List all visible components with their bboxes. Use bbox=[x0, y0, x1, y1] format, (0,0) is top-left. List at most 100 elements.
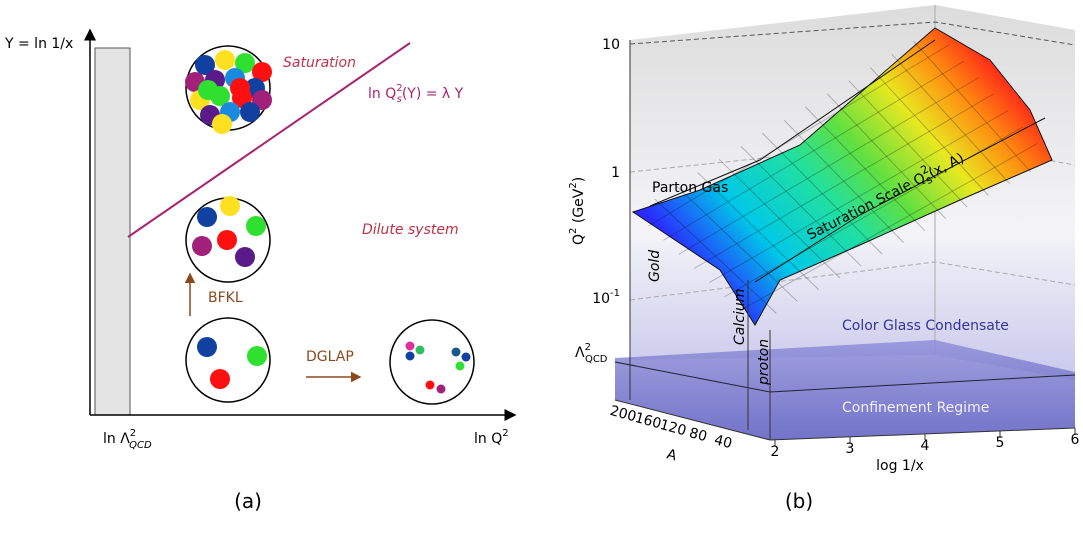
y-axis-label: Q2 (GeV2) bbox=[568, 177, 587, 245]
a-axis-label: A bbox=[665, 446, 679, 464]
x-tick-label: 4 bbox=[921, 438, 930, 454]
parton bbox=[197, 207, 217, 227]
label-main: 10 bbox=[592, 291, 610, 307]
label-sub: s bbox=[924, 173, 935, 187]
mesh-line bbox=[654, 198, 777, 314]
parton bbox=[195, 55, 215, 75]
mesh-line bbox=[740, 145, 862, 267]
mesh-line bbox=[762, 132, 883, 255]
parton bbox=[405, 351, 415, 361]
mesh-line bbox=[697, 172, 819, 291]
mesh-line bbox=[783, 119, 904, 243]
x-tick-label: 2 bbox=[771, 444, 780, 460]
parton bbox=[220, 196, 240, 216]
parton bbox=[217, 230, 237, 250]
confinement-region bbox=[615, 340, 1075, 440]
dglap-label: DGLAP bbox=[306, 349, 354, 365]
parton bbox=[461, 352, 471, 362]
hadron bbox=[389, 319, 475, 405]
parton bbox=[210, 369, 230, 389]
label-sup: 2 bbox=[396, 83, 402, 94]
parton bbox=[212, 114, 232, 134]
mesh-line bbox=[826, 93, 947, 220]
mesh-line bbox=[663, 60, 965, 241]
label-sup: -1 bbox=[610, 288, 620, 299]
calcium-label: Calcium bbox=[732, 289, 748, 345]
parton bbox=[451, 347, 461, 357]
mesh-line bbox=[891, 53, 1010, 184]
label-sup: 2 bbox=[130, 428, 136, 439]
saturation-line-label: ln Q2 s(Y) = λ Y bbox=[368, 83, 464, 105]
parton bbox=[425, 380, 435, 390]
parton bbox=[247, 346, 267, 366]
parton bbox=[415, 345, 425, 355]
x-axis-label: log 1/x bbox=[876, 458, 924, 474]
mesh-line bbox=[693, 93, 994, 269]
panel-b: 10 1 10-1 Λ2 QCD Q2 (GeV2) Parton Gas Sat… bbox=[568, 5, 1080, 513]
mesh-line bbox=[805, 106, 926, 232]
parton bbox=[192, 236, 212, 256]
mesh-line bbox=[709, 110, 1009, 284]
parton bbox=[197, 337, 217, 357]
label-sub: QCD bbox=[585, 354, 608, 365]
proton-label: proton bbox=[756, 339, 772, 386]
x-tick-label: ln Λ2 QCD bbox=[103, 428, 152, 451]
label-sup: 2 bbox=[568, 182, 579, 188]
saturation-line bbox=[127, 42, 411, 238]
a-tick-label: 200 bbox=[608, 403, 638, 425]
gold-curve bbox=[649, 39, 936, 207]
label-main: Q bbox=[571, 234, 587, 245]
parton bbox=[240, 102, 260, 122]
mesh-line bbox=[678, 77, 980, 255]
parton bbox=[230, 78, 250, 98]
saturation-label: Saturation bbox=[283, 55, 356, 71]
a-tick-label: 80 bbox=[687, 425, 708, 445]
lambda-band bbox=[94, 47, 131, 416]
label-post: (Y) = λ Y bbox=[402, 86, 464, 102]
y-tick-label: 10-1 bbox=[592, 288, 620, 307]
label-main: Λ bbox=[575, 345, 585, 361]
caption: (b) bbox=[785, 489, 813, 513]
x-tick-label: 6 bbox=[1071, 432, 1080, 448]
gridline bbox=[629, 21, 1076, 46]
label-sub: QCD bbox=[129, 440, 152, 451]
confinement-label: Confinement Regime bbox=[842, 400, 989, 416]
calcium-curve bbox=[754, 117, 1046, 283]
x-ticks: 2 3 4 5 6 bbox=[771, 428, 1080, 460]
gridline bbox=[629, 261, 1076, 301]
y-tick-label: Λ2 QCD bbox=[575, 342, 608, 365]
mesh-line bbox=[647, 44, 950, 227]
label-end: ) bbox=[571, 177, 587, 182]
label-sup: 2 bbox=[502, 428, 508, 439]
parton bbox=[252, 62, 272, 82]
label-sup: 2 bbox=[585, 342, 591, 353]
x-tick-label: 3 bbox=[846, 441, 855, 457]
x-axis-label: ln Q2 bbox=[474, 428, 509, 447]
parton bbox=[235, 53, 255, 73]
y-tick-label: 1 bbox=[611, 165, 620, 181]
parton-circles bbox=[185, 45, 475, 405]
label-post: (GeV bbox=[571, 188, 587, 227]
label-main: ln Λ bbox=[103, 431, 130, 447]
parton-gas-label: Parton Gas bbox=[652, 180, 728, 196]
parton bbox=[198, 80, 218, 100]
cgc-label: Color Glass Condensate bbox=[842, 318, 1009, 334]
label-sup: 2 bbox=[568, 228, 579, 234]
y-tick-label: 10 bbox=[602, 37, 620, 53]
x-tick-label: 5 bbox=[996, 435, 1005, 451]
parton bbox=[215, 50, 235, 70]
parton bbox=[405, 341, 415, 351]
gold-label: Gold bbox=[647, 250, 663, 282]
bfkl-label: BFKL bbox=[208, 290, 243, 306]
label-sub: s bbox=[397, 94, 402, 105]
label-main: ln Q bbox=[474, 431, 502, 447]
parton bbox=[455, 361, 465, 371]
mesh-line bbox=[869, 67, 989, 196]
parton bbox=[436, 384, 446, 394]
parton bbox=[235, 247, 255, 267]
mesh-line bbox=[739, 143, 1038, 312]
mesh-line bbox=[913, 40, 1032, 173]
label-main: ln Q bbox=[368, 86, 396, 102]
